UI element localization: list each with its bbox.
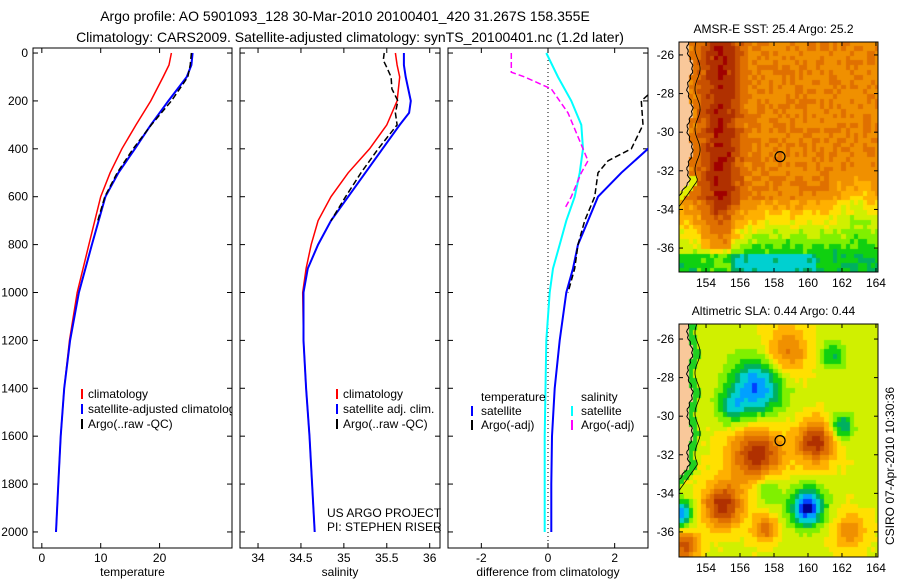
legend-entry: climatology: [343, 387, 403, 401]
legend-group-title: temperature: [481, 390, 546, 404]
sla_map-title: Altimetric SLA: 0.44 Argo: 0.44: [692, 304, 856, 318]
series-line-temperature-argo-adj-: [567, 93, 648, 293]
legend-group-title: salinity: [581, 390, 618, 404]
legend-entry: satellite: [481, 404, 522, 418]
x-tick-label: 154: [696, 276, 716, 290]
y-tick-label: -28: [657, 87, 675, 101]
y-tick-label: -36: [657, 241, 675, 255]
sst-map-image: [679, 42, 878, 272]
series-line-satellite-adj-clim-: [302, 53, 412, 533]
sla-map-image: [679, 324, 878, 557]
y-tick-label: -26: [657, 48, 675, 62]
temperature-axes-box: [32, 47, 233, 549]
x-tick-label: 10: [94, 551, 108, 565]
y-tick-label: 800: [8, 238, 28, 252]
x-tick-label: 0: [38, 551, 45, 565]
series-line-salinity-argo-adj-: [510, 53, 589, 210]
shelf-contour: [679, 42, 701, 208]
salinity-axes-box: [239, 47, 441, 549]
series-line-salinity-satellite: [543, 52, 585, 532]
y-tick-label: -34: [657, 202, 675, 216]
legend-entry: Argo(-adj): [481, 418, 534, 432]
y-tick-label: -26: [657, 332, 675, 346]
y-tick-label: 1400: [1, 381, 28, 395]
x-tick-label: 162: [832, 561, 852, 575]
x-tick-label: 158: [764, 276, 784, 290]
x-tick-label: -2: [476, 551, 487, 565]
temperature-xlabel: temperature: [100, 565, 165, 579]
x-tick-label: 35: [337, 551, 351, 565]
x-tick-label: 35.5: [375, 551, 399, 565]
salinity-xlabel: salinity: [322, 565, 359, 579]
x-tick-label: 164: [866, 561, 886, 575]
x-tick-label: 160: [798, 561, 818, 575]
y-tick-label: -34: [657, 486, 675, 500]
x-tick-label: 34: [251, 551, 265, 565]
csiro-timestamp: CSIRO 07-Apr-2010 10:30:36: [883, 387, 897, 545]
x-tick-label: 154: [696, 561, 716, 575]
map-frame: [678, 41, 879, 273]
y-tick-label: 400: [8, 142, 28, 156]
y-tick-label: 1200: [1, 333, 28, 347]
figure-title-line2: Climatology: CARS2009. Satellite-adjuste…: [76, 29, 624, 45]
y-tick-label: -30: [657, 125, 675, 139]
pi-label: PI: STEPHEN RISER: [327, 520, 442, 534]
x-tick-label: 20: [153, 551, 167, 565]
y-tick-label: -36: [657, 525, 675, 539]
argo-float-marker: [774, 435, 786, 447]
x-tick-label: 160: [798, 276, 818, 290]
x-tick-label: 164: [866, 276, 886, 290]
legend-entry: climatology: [88, 387, 148, 401]
x-tick-label: 162: [832, 276, 852, 290]
sst_map-axes: AMSR-E SST: 25.4 Argo: 25.2 154 156 158 160 1…: [657, 22, 887, 290]
sla_map-axes: Altimetric SLA: 0.44 Argo: 0.44 154 156 158…: [657, 304, 887, 575]
argo-float-marker: [774, 151, 786, 163]
x-tick-label: 156: [730, 561, 750, 575]
x-tick-label: 36: [423, 551, 437, 565]
y-tick-label: -32: [657, 448, 675, 462]
y-tick-label: 1600: [1, 429, 28, 443]
series-line-argo-raw-qc-: [97, 52, 193, 221]
legend-entry: satellite-adjusted climatology: [88, 402, 241, 416]
map-frame: [678, 323, 879, 558]
y-tick-label: -30: [657, 409, 675, 423]
x-tick-label: 0: [545, 551, 552, 565]
y-tick-label: -32: [657, 164, 675, 178]
x-tick-label: 156: [730, 276, 750, 290]
legend-entry: Argo(..raw -QC): [343, 417, 428, 431]
y-tick-label: 2000: [1, 525, 28, 539]
coastline: [679, 42, 694, 197]
series-line-argo-raw-qc-: [330, 52, 399, 222]
series-line-temperature-satellite: [550, 147, 648, 532]
sst_map-title: AMSR-E SST: 25.4 Argo: 25.2: [693, 22, 853, 36]
figure-title-line1: Argo profile: AO 5901093_128 30-Mar-2010…: [100, 8, 590, 24]
salinity-panel: 34 34.5 35 35.5 36 salinity climatologysatelli…: [239, 47, 441, 579]
y-tick-label: 1800: [1, 477, 28, 491]
y-tick-label: 600: [8, 190, 28, 204]
project-label: US ARGO PROJECT: [327, 506, 442, 520]
series-line-satellite-adjusted-climatology: [55, 52, 194, 533]
x-tick-label: 2: [611, 551, 618, 565]
y-tick-label: 1000: [1, 285, 28, 299]
legend-entry: satellite adj. clim.: [343, 402, 434, 416]
legend-entry: satellite: [581, 404, 622, 418]
coastline: [679, 324, 694, 481]
y-tick-label: 0: [21, 46, 28, 60]
y-tick-label: -28: [657, 371, 675, 385]
x-tick-label: 34.5: [289, 551, 313, 565]
difference-xlabel: difference from climatology: [476, 565, 619, 579]
legend-entry: Argo(-adj): [581, 418, 634, 432]
legend-entry: Argo(..raw -QC): [88, 417, 173, 431]
y-tick-label: 200: [8, 94, 28, 108]
shelf-contour: [679, 324, 701, 492]
x-tick-label: 158: [764, 561, 784, 575]
